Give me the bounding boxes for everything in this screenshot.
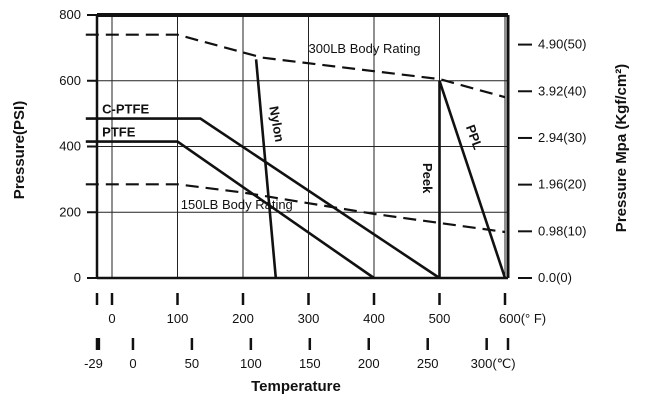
y-tick-label: 0 — [74, 270, 81, 285]
y2-tick-label: 1.96(20) — [538, 177, 586, 192]
series-line-ppl — [438, 80, 507, 279]
y-tick-label: 400 — [59, 139, 81, 154]
x-tick-label-f: 400 — [363, 311, 385, 326]
x-tick-label-c: -29 — [84, 356, 103, 371]
y2-tick-label: 0.98(10) — [538, 223, 586, 238]
series-line-300lb-body-rating — [85, 33, 506, 99]
series-label-300lb-body-rating: 300LB Body Rating — [309, 41, 421, 56]
y2-tick-label: 0.0(0) — [538, 270, 572, 285]
x-axis-title: Temperature — [251, 378, 341, 395]
y2-tick-label: 3.92(40) — [538, 83, 586, 98]
y-axis-title: Pressure(PSI) — [11, 101, 28, 199]
y2-tick-label: 4.90(50) — [538, 37, 586, 52]
x-tick-label-f: 600(° F) — [499, 311, 546, 326]
series-label-ppl: PPL — [463, 123, 486, 152]
y-axis-right: 0.0(0) 0.98(10) 1.96(20) 2.94(30) 3.92(40) 4.… — [518, 37, 586, 285]
series-line-150lb-body-rating — [85, 183, 506, 234]
y-tick-label: 800 — [59, 7, 81, 22]
x-tick-label-c: 0 — [129, 356, 136, 371]
series-label-nylon: Nylon — [266, 105, 287, 143]
x-tick-label-f: 500 — [429, 311, 451, 326]
series-label-150lb-body-rating: 150LB Body Rating — [181, 197, 293, 212]
x-tick-label-c: 300(℃) — [471, 356, 516, 371]
series-labels: 300LB Body Rating 150LB Body Rating C-PTFE… — [102, 41, 485, 212]
x-tick-label-c: 250 — [417, 356, 439, 371]
x-tick-label-f: 300 — [298, 311, 320, 326]
series-lines — [85, 33, 507, 280]
x-tick-label-f: 200 — [232, 311, 254, 326]
series-line-c-ptfe — [85, 117, 441, 280]
y2-tick-label: 2.94(30) — [538, 130, 586, 145]
x-tick-label-c: 200 — [358, 356, 380, 371]
grid — [97, 15, 508, 278]
series-label-c-ptfe: C-PTFE — [102, 102, 149, 117]
x-tick-label-f: 0 — [108, 311, 115, 326]
x-tick-label-c: 50 — [185, 356, 199, 371]
x-tick-label-c: 100 — [240, 356, 262, 371]
x-axis: 0 100 200 300 400 500 600(° F) -29 0 50 100 150 200 2… — [84, 293, 546, 371]
x-tick-label-f: 100 — [167, 311, 189, 326]
y-axis-left: 0 200 400 600 800 — [59, 7, 97, 285]
y-tick-label: 600 — [59, 73, 81, 88]
series-label-ptfe: PTFE — [102, 125, 136, 140]
y2-axis-title: Pressure Mpa (Kgf/cm²) — [613, 64, 630, 232]
x-tick-label-c: 150 — [299, 356, 321, 371]
y-tick-label: 200 — [59, 204, 81, 219]
series-line-nylon — [254, 59, 278, 279]
series-label-peek: Peek — [420, 163, 435, 194]
series-line-ptfe — [85, 140, 375, 280]
